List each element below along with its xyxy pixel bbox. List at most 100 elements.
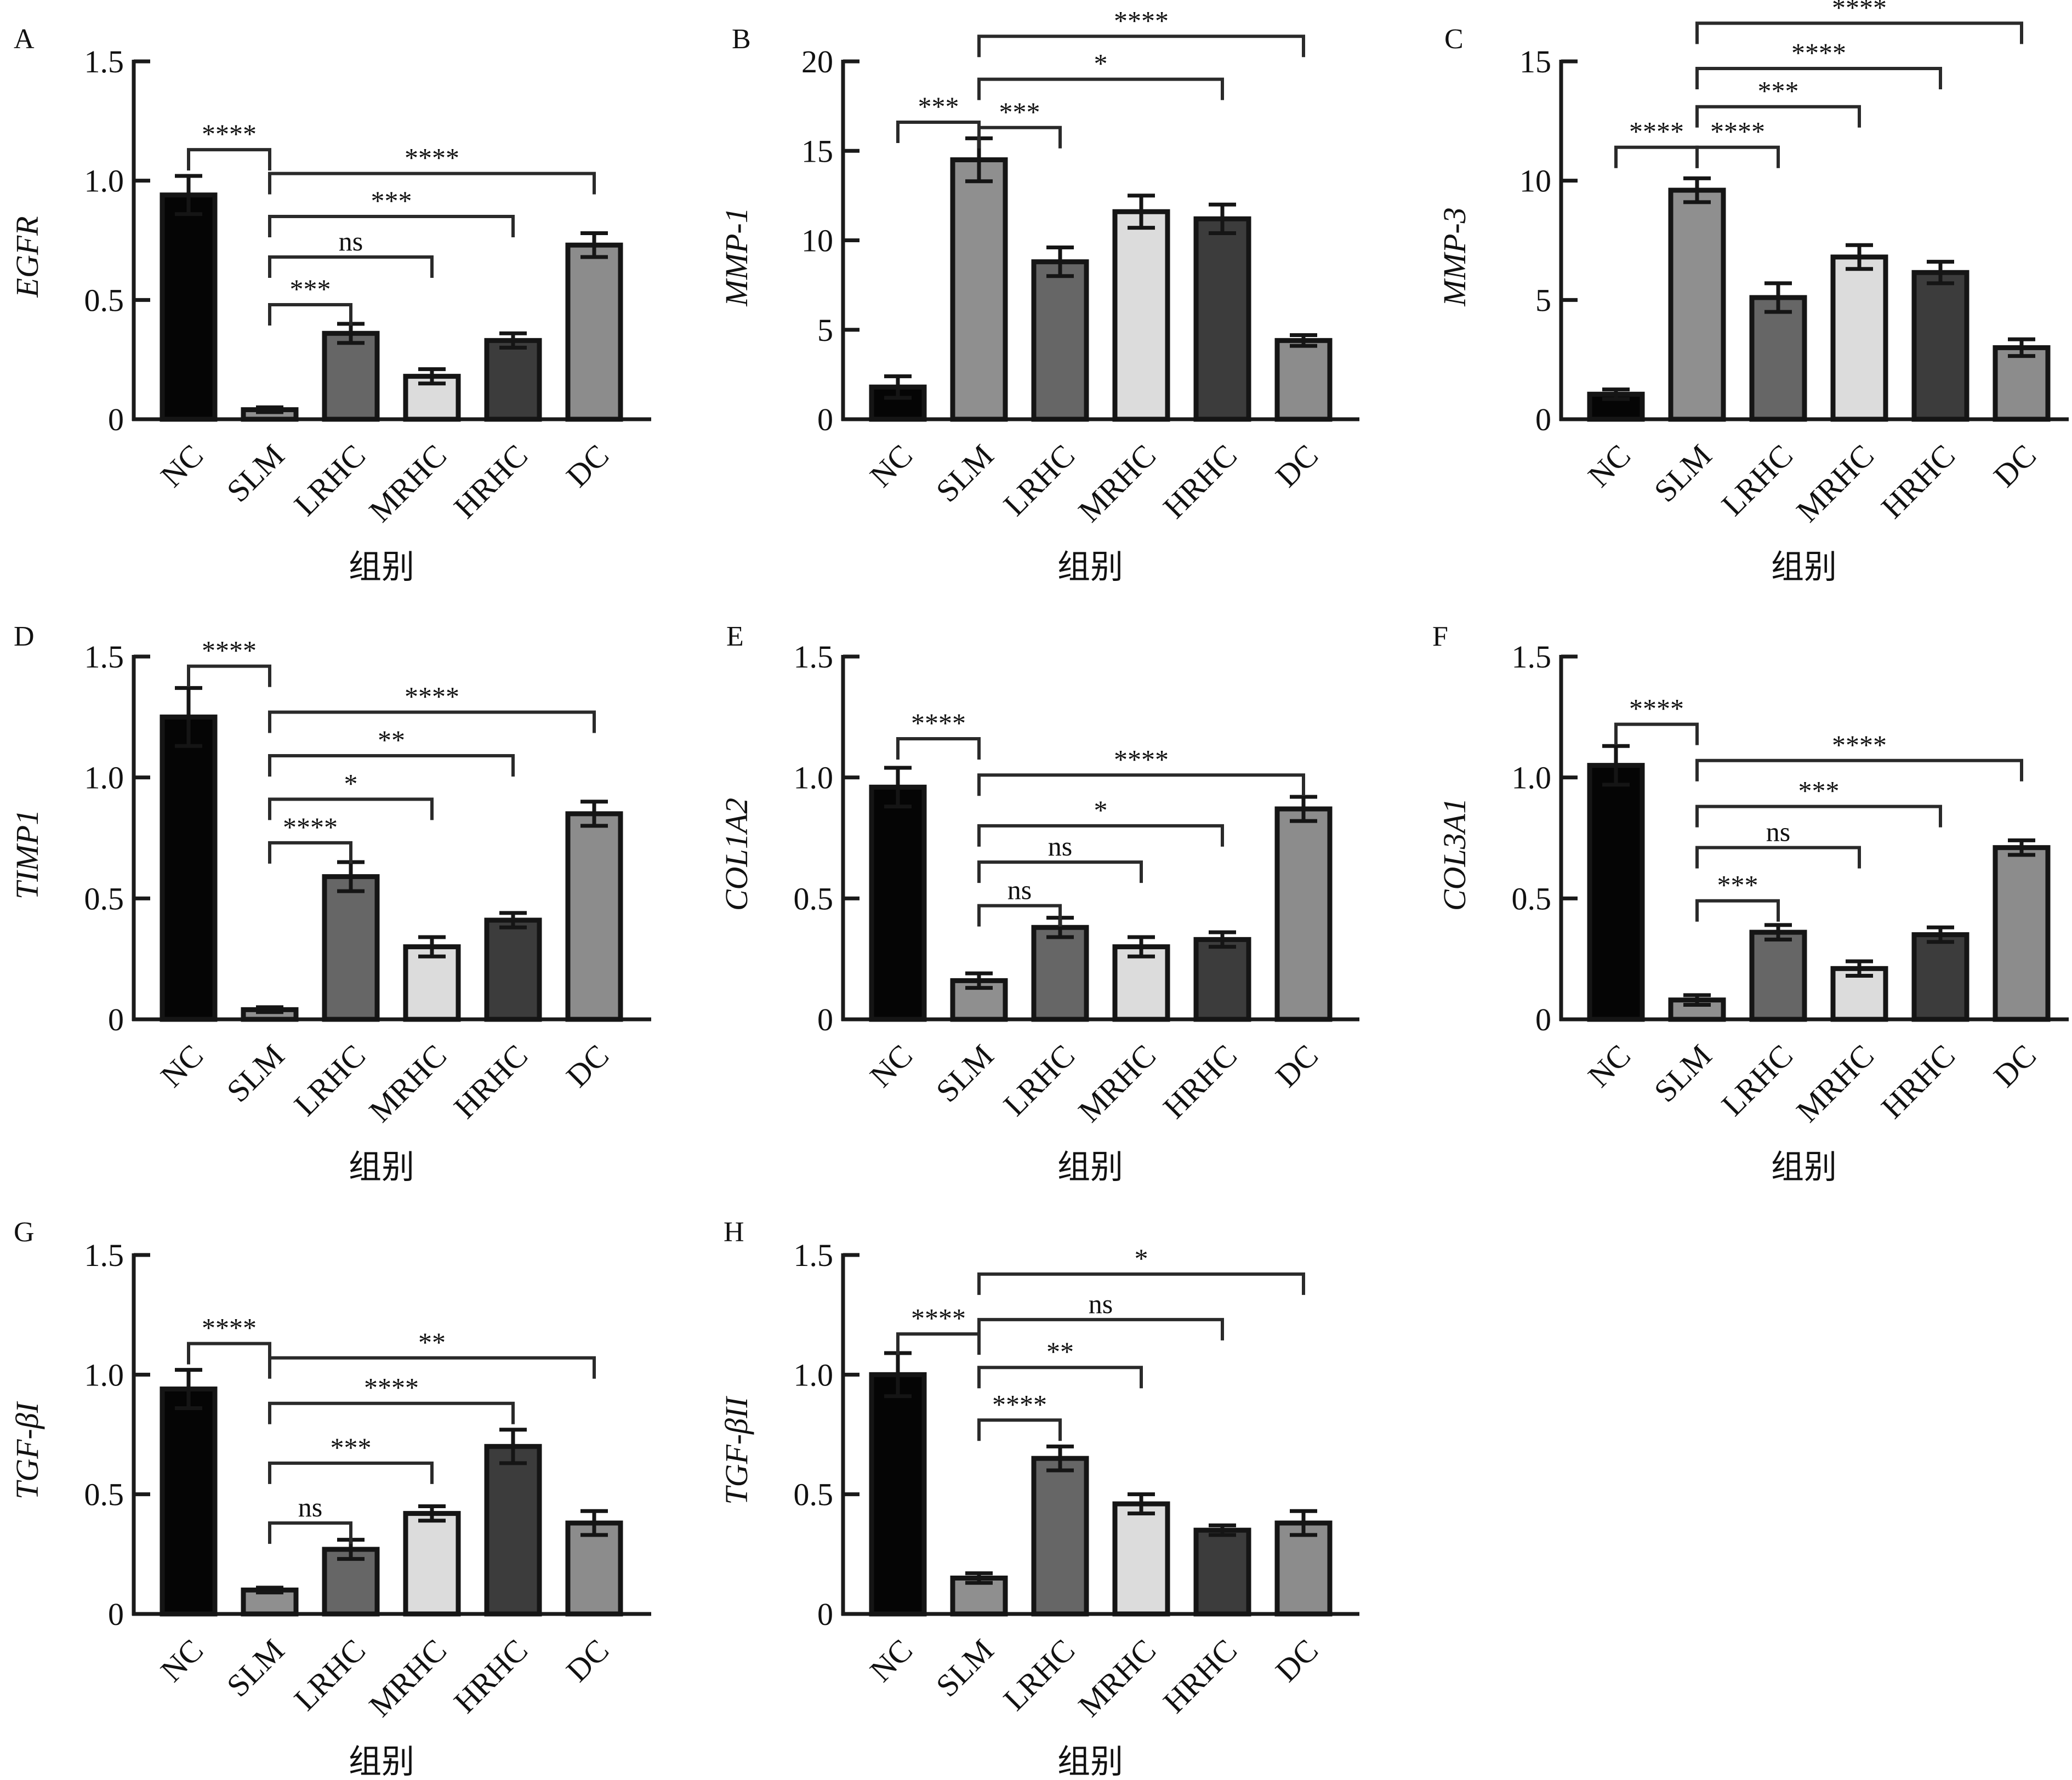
significance-label: **** (1710, 116, 1765, 147)
x-tick-label: DC (1268, 437, 1325, 494)
y-tick-label: 5 (1535, 282, 1551, 318)
x-tick-label: MRHC (362, 1037, 453, 1129)
significance-label: ** (378, 724, 405, 755)
x-tick-label: SLM (220, 437, 291, 509)
panel-letter: D (14, 621, 35, 652)
significance-bracket (268, 1401, 515, 1424)
x-tick-label: SLM (929, 437, 1000, 509)
significance-bracket (187, 1342, 271, 1365)
significance-label: **** (1114, 744, 1169, 774)
bar-nc (869, 784, 927, 1022)
bar-lrhc (1749, 295, 1807, 422)
bar-hrhc (484, 338, 542, 422)
y-tick-label: 20 (801, 44, 833, 79)
bar-nc (160, 714, 218, 1022)
bar-mrhc (403, 1511, 461, 1617)
significance-bracket (1614, 722, 1699, 745)
significance-bracket (896, 737, 981, 760)
significance-bracket (977, 1366, 1143, 1389)
bar-slm (950, 157, 1008, 422)
y-tick-label: 0 (1535, 402, 1551, 437)
y-axis-label: TGF-βI (9, 1401, 45, 1499)
y-tick-label: 1.5 (84, 1237, 124, 1273)
x-tick-label: SLM (1647, 437, 1718, 509)
y-tick-label: 15 (1519, 44, 1551, 79)
significance-label: * (344, 768, 358, 798)
significance-bracket (268, 754, 515, 777)
significance-label: **** (911, 708, 966, 738)
bar-mrhc (1112, 1501, 1170, 1617)
significance-label: **** (1832, 0, 1887, 22)
significance-label: ns (1048, 831, 1072, 862)
bar-mrhc (403, 944, 461, 1022)
y-tick-label: 1.0 (84, 1357, 124, 1393)
x-tick-label: SLM (220, 1632, 291, 1703)
x-tick-label: DC (559, 1632, 616, 1688)
panel-letter: C (1444, 24, 1464, 55)
y-axis-label: COL3A1 (1437, 798, 1472, 911)
x-tick-label: DC (1986, 437, 2043, 494)
y-tick-label: 5 (817, 312, 833, 348)
y-tick-label: 0 (817, 1002, 833, 1037)
bar-nc (869, 384, 927, 422)
x-tick-label: NC (153, 1632, 210, 1688)
significance-bracket (896, 1332, 981, 1355)
significance-bracket (268, 214, 515, 237)
y-tick-label: 1.5 (84, 44, 124, 79)
significance-label: ** (1046, 1336, 1074, 1367)
significance-bracket (187, 664, 271, 687)
panel-letter: B (732, 24, 751, 55)
x-tick-label: NC (863, 1037, 919, 1094)
x-tick-label: NC (1581, 437, 1637, 494)
bar-hrhc (1911, 932, 1969, 1022)
bar-dc (1274, 806, 1333, 1022)
significance-bracket (268, 1461, 434, 1484)
x-axis-label: 组别 (1057, 1149, 1123, 1185)
x-axis-label: 组别 (1057, 549, 1123, 585)
bar-lrhc (322, 330, 380, 422)
x-tick-label: NC (153, 437, 210, 494)
y-tick-label: 1.0 (84, 760, 124, 796)
y-tick-label: 10 (1519, 163, 1551, 199)
x-axis-label: 组别 (1771, 1149, 1837, 1185)
significance-label: *** (1717, 870, 1758, 900)
x-tick-label: LRHC (287, 1037, 372, 1122)
x-tick-label: LRHC (997, 1037, 1081, 1122)
significance-bracket (977, 77, 1224, 100)
significance-bracket (268, 172, 596, 195)
panel-letter: G (14, 1217, 35, 1248)
significance-bracket (977, 125, 1062, 149)
significance-label: ns (1766, 817, 1790, 847)
panel-letter: H (724, 1217, 744, 1248)
bar-nc (160, 192, 218, 422)
y-axis-label: TGF-βII (719, 1396, 754, 1505)
significance-label: * (1135, 1243, 1148, 1274)
significance-label: **** (202, 118, 257, 149)
significance-label: **** (202, 635, 257, 666)
significance-label: **** (1114, 5, 1169, 36)
significance-label: **** (364, 1372, 419, 1403)
significance-label: *** (371, 185, 412, 216)
significance-label: *** (331, 1432, 372, 1463)
y-tick-label: 0 (108, 1596, 124, 1632)
significance-bracket (1695, 105, 1861, 128)
y-tick-label: 1.0 (1512, 760, 1552, 796)
x-tick-label: MRHC (1789, 1037, 1881, 1129)
x-tick-label: SLM (1647, 1037, 1718, 1109)
x-tick-label: HRHC (1156, 1037, 1244, 1125)
x-tick-label: HRHC (1156, 1632, 1244, 1720)
significance-label: ns (1089, 1288, 1113, 1319)
x-tick-label: LRHC (1715, 437, 1800, 522)
significance-bracket (268, 303, 352, 326)
y-tick-label: 1.5 (84, 639, 124, 675)
significance-label: *** (918, 91, 959, 122)
significance-bracket (268, 255, 434, 278)
y-tick-label: 0 (108, 1002, 124, 1037)
y-tick-label: 0 (108, 402, 124, 437)
bar-nc (869, 1372, 927, 1617)
panel-letter: E (726, 621, 744, 652)
